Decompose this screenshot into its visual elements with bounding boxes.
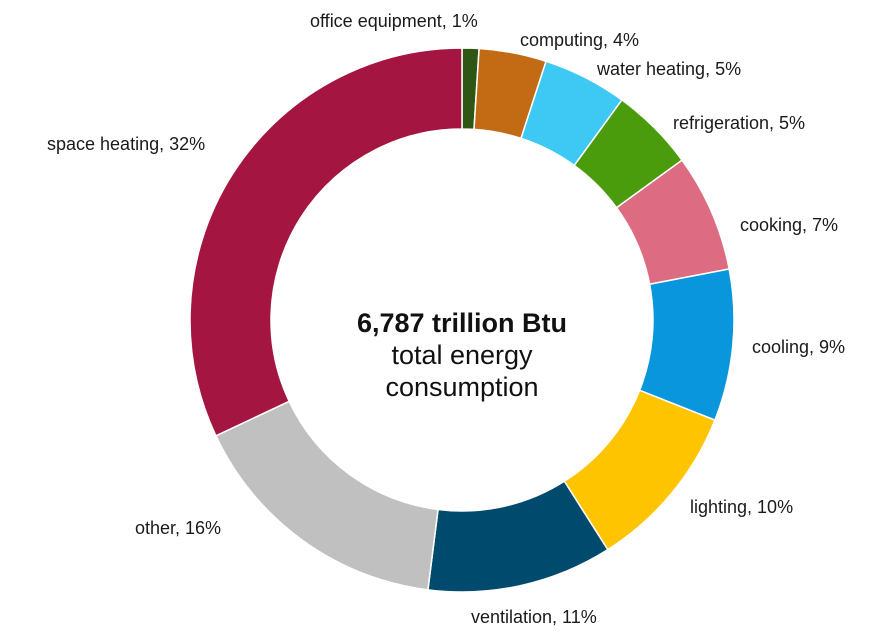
slice-label-cooking: cooking, 7% <box>740 215 838 235</box>
slice-label-other: other, 16% <box>135 518 221 538</box>
slice-label-computing: computing, 4% <box>520 30 639 50</box>
slice-space-heating <box>189 47 463 437</box>
slice-label-office-equipment: office equipment, 1% <box>310 11 478 31</box>
center-caption-line2: consumption <box>385 372 538 402</box>
slice-label-cooling: cooling, 9% <box>752 337 845 357</box>
donut-slices <box>189 47 735 593</box>
center-text: 6,787 trillion Btu total energy consumpt… <box>357 308 567 402</box>
center-caption-line1: total energy <box>391 340 533 370</box>
slice-other <box>214 400 439 591</box>
center-total-value: 6,787 trillion Btu <box>357 308 567 338</box>
slice-labels: office equipment, 1% computing, 4% water h… <box>47 11 845 627</box>
slice-label-space-heating: space heating, 32% <box>47 134 205 154</box>
slice-label-lighting: lighting, 10% <box>690 497 793 517</box>
slice-label-ventilation: ventilation, 11% <box>471 607 597 627</box>
slice-label-water-heating: water heating, 5% <box>596 59 741 79</box>
slice-label-refrigeration: refrigeration, 5% <box>673 113 805 133</box>
